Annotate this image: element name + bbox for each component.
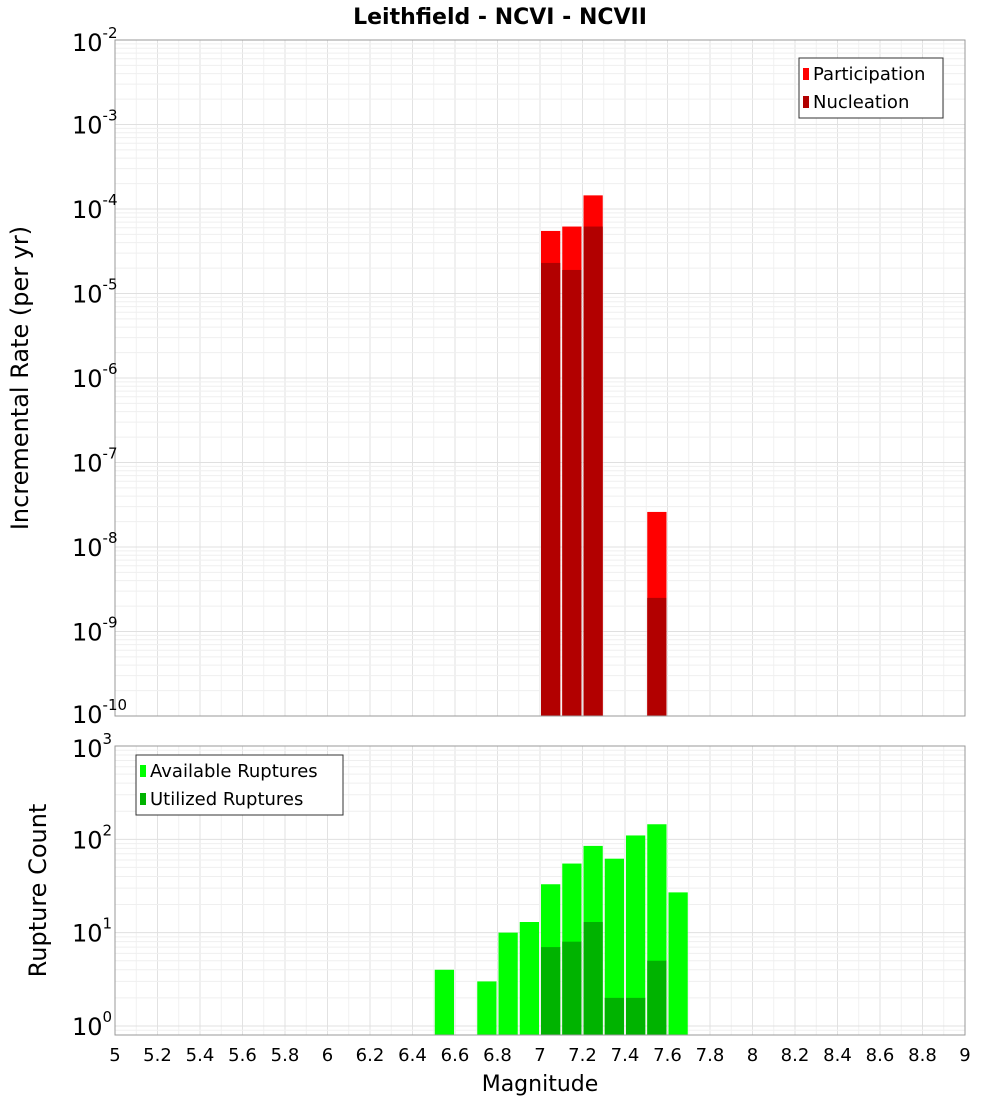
bottom-bar-primary [604,858,624,1035]
top-legend-swatch [803,96,809,108]
bottom-bar-secondary [541,947,561,1035]
x-axis-label: Magnitude [482,1072,599,1097]
top-plot-frame [114,39,966,717]
x-tick-label: 6.6 [441,1045,470,1066]
x-tick-label: 8.4 [823,1045,852,1066]
x-tick-label: 6.8 [483,1045,512,1066]
x-tick-label: 9 [959,1045,970,1066]
x-tick-label: 7.2 [568,1045,597,1066]
top-bar-secondary [562,269,582,716]
x-tick-label: 8.2 [781,1045,810,1066]
bottom-legend-label: Available Ruptures [150,761,318,782]
top-bar-secondary [583,226,603,716]
bottom-legend-swatch [140,793,146,805]
bottom-bar-primary [434,969,454,1035]
x-tick-label: 5.4 [186,1045,215,1066]
bottom-legend-label: Utilized Ruptures [150,789,303,810]
x-tick-labels: 5 5.2 5.4 5.6 5.8 6 6.2 6.4 6.6 6.8 7 7.2 7.4 7.6 7.8 8… [109,1045,970,1066]
bottom-bar-secondary [562,941,582,1035]
top-legend-label: Participation [813,64,925,85]
top-gridlines [114,39,966,717]
bottom-y-tick-label: 102 [72,821,112,854]
x-tick-label: 6.4 [398,1045,427,1066]
top-y-axis-label: Incremental Rate (per yr) [6,226,34,530]
top-y-tick-label: 10-2 [72,24,118,57]
bottom-bar-primary [668,892,688,1035]
x-tick-label: 8 [747,1045,758,1066]
top-bar-secondary [647,597,667,716]
bottom-bars [434,824,688,1035]
bottom-plot-frame [114,745,966,1036]
bottom-y-tick-labels: 103 102 101 100 [72,730,112,1041]
bottom-bar-primary [626,835,646,1035]
bottom-legend-box [135,754,344,816]
bottom-y-tick-label: 101 [72,915,112,948]
top-legend-label: Nucleation [813,92,909,113]
bottom-bar-secondary [583,922,603,1035]
chart-title: Leithfield - NCVI - NCVII [353,5,647,30]
bottom-bar-primary [519,922,539,1035]
top-y-tick-labels: 10-2 10-3 10-4 10-5 10-6 10-7 10-8 10-9 10-10 [72,24,127,729]
bottom-legend: Available Ruptures Utilized Ruptures [135,754,344,816]
bottom-bar-primary [477,981,497,1035]
x-tick-label: 8.6 [866,1045,895,1066]
x-tick-label: 7.8 [696,1045,725,1066]
top-bar-secondary [541,262,561,716]
top-y-tick-label: 10-3 [72,107,118,140]
bottom-bar-secondary [626,997,646,1035]
top-bars [541,195,667,717]
bottom-y-tick-label: 100 [72,1008,112,1041]
x-tick-label: 5.6 [228,1045,257,1066]
x-tick-label: 5.8 [271,1045,300,1066]
x-tick-label: 5 [109,1045,120,1066]
top-panel: 10-2 10-3 10-4 10-5 10-6 10-7 10-8 10-9 10-10 In… [6,24,966,729]
top-legend-box [798,57,944,119]
top-y-tick-label: 10-7 [72,445,118,478]
x-tick-label: 5.2 [143,1045,172,1066]
x-tick-label: 7 [534,1045,545,1066]
top-y-tick-label: 10-4 [72,191,118,224]
bottom-y-tick-label: 103 [72,730,112,763]
top-y-tick-label: 10-6 [72,360,118,393]
top-y-tick-label: 10-9 [72,614,118,647]
bottom-bar-secondary [647,960,667,1035]
top-legend-swatch [803,68,809,80]
x-tick-label: 8.8 [908,1045,937,1066]
x-tick-label: 7.6 [653,1045,682,1066]
x-tick-label: 7.4 [611,1045,640,1066]
bottom-bar-secondary [604,997,624,1035]
bottom-y-axis-label: Rupture Count [24,804,52,978]
top-y-tick-label: 10-8 [72,529,118,562]
bottom-panel: 103 102 101 100 Rupture Count Available Rup… [24,730,966,1041]
bottom-legend-swatch [140,765,146,777]
x-tick-label: 6.2 [356,1045,385,1066]
top-y-tick-label: 10-10 [72,696,127,729]
x-tick-label: 6 [322,1045,333,1066]
bottom-bar-primary [498,932,518,1035]
top-legend: Participation Nucleation [798,57,944,119]
top-y-tick-label: 10-5 [72,276,118,309]
